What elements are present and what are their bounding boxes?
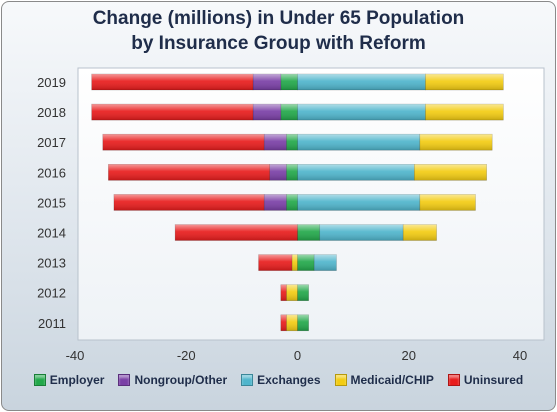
legend-label: Employer <box>49 373 105 387</box>
bar-segment <box>419 194 476 211</box>
y-tick-label: 2012 <box>37 286 66 301</box>
bar-segment <box>91 103 254 121</box>
legend-swatch <box>241 374 254 386</box>
bar-segment <box>286 314 298 332</box>
bar-segment <box>280 103 298 121</box>
x-tick-label: -20 <box>177 348 196 363</box>
y-tick-label: 2019 <box>37 75 66 90</box>
bar-segment <box>263 194 287 211</box>
bar-segment <box>286 194 298 211</box>
bar-segment <box>297 164 415 181</box>
bar-segment <box>419 133 493 151</box>
bar-segment <box>297 254 315 271</box>
legend-label: Exchanges <box>257 373 321 387</box>
legend-item: Uninsured <box>447 373 524 387</box>
bar-segment <box>286 284 298 302</box>
bar-segment <box>297 103 426 121</box>
bar-segment <box>108 164 270 181</box>
legend-swatch <box>447 374 460 386</box>
x-tick-label: 0 <box>294 348 301 363</box>
bar-segment <box>280 284 287 302</box>
x-tick-label: 20 <box>402 348 416 363</box>
bar-segment <box>297 133 421 151</box>
bar-segment <box>313 254 337 271</box>
bar-segment <box>269 164 287 181</box>
bar-segment <box>319 224 404 241</box>
bar-segment <box>297 194 421 211</box>
bar-segment <box>402 224 437 241</box>
bar-segment <box>297 73 426 91</box>
legend-label: Uninsured <box>463 373 524 387</box>
legend-swatch <box>334 374 347 386</box>
legend-swatch <box>118 374 131 386</box>
chart-title-line2: by Insurance Group with Reform <box>131 33 426 54</box>
bar-segment <box>174 224 298 241</box>
y-tick-label: 2015 <box>37 195 66 210</box>
bar-segment <box>263 133 287 151</box>
bar-segment <box>252 73 282 91</box>
y-tick-label: 2011 <box>38 316 66 331</box>
legend: Employer Nongroup/Other Exchanges Medicaid/… <box>0 368 557 392</box>
bar-segment <box>425 73 504 91</box>
y-tick-label: 2014 <box>37 226 66 241</box>
y-tick-label: 2016 <box>37 165 66 180</box>
legend-item: Exchanges <box>241 373 321 387</box>
chart-title-line1: Change (millions) in Under 65 Population <box>92 8 465 29</box>
bar-segment <box>252 103 282 121</box>
bar-segment <box>102 133 265 151</box>
legend-swatch <box>33 374 46 386</box>
bar-segment <box>297 284 309 302</box>
y-tick-label: 2017 <box>37 135 66 150</box>
bar-segment <box>414 164 487 181</box>
legend-label: Medicaid/CHIP <box>350 373 434 387</box>
bar-segment <box>91 73 254 91</box>
legend-item: Nongroup/Other <box>118 373 227 387</box>
bar-segment <box>113 194 265 211</box>
bar-segment <box>286 133 298 151</box>
x-tick-label: -40 <box>66 348 85 363</box>
x-tick-label: 40 <box>513 348 527 363</box>
y-tick-label: 2018 <box>37 105 66 120</box>
legend-label: Nongroup/Other <box>134 373 228 387</box>
bar-segment <box>425 103 504 121</box>
bar-segment <box>286 164 298 181</box>
bar-segment <box>280 73 298 91</box>
bar-segment <box>258 254 293 271</box>
bar-segment <box>297 224 321 241</box>
bar-segment <box>280 314 287 332</box>
bar-segment <box>297 314 309 332</box>
y-tick-label: 2013 <box>37 256 66 271</box>
legend-item: Medicaid/CHIP <box>334 373 434 387</box>
legend-item: Employer <box>33 373 105 387</box>
bar-segment <box>291 254 298 271</box>
